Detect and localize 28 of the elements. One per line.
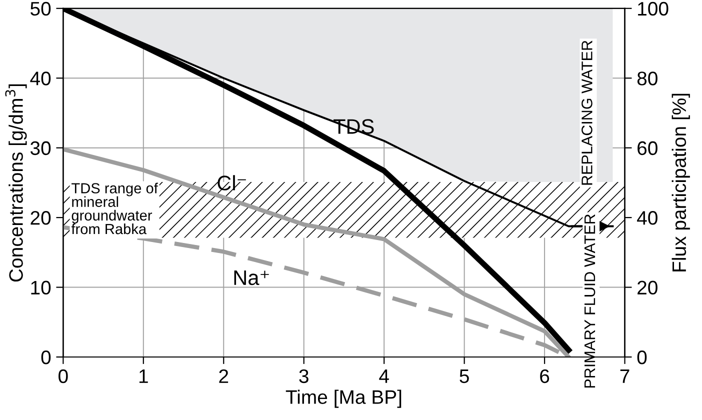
y2-tick-label: 40 — [637, 211, 658, 225]
annotation: PRIMARY FLUID WATER — [584, 214, 596, 388]
y-tick-label: 30 — [30, 141, 51, 156]
x-tick-label: 4 — [379, 370, 389, 383]
x-tick-label: 2 — [219, 369, 228, 383]
y2-tick-label: 60 — [638, 141, 658, 156]
y-tick-label: 0 — [41, 350, 51, 364]
y2-tick-label: 20 — [638, 280, 658, 295]
band-label: TDS range of mineral groundwater from Rabka — [71, 182, 158, 234]
y-tick-label: 10 — [31, 280, 51, 295]
y2-tick-label: 80 — [637, 72, 658, 86]
x-tick-label: 1 — [139, 370, 148, 383]
y-tick-label: 50 — [30, 2, 51, 16]
x-tick-label: 0 — [58, 369, 68, 384]
series-label: Cl⁻ — [218, 175, 246, 190]
annotation: REPLACING WATER — [582, 40, 592, 185]
y-axis-title: Concentrations [g/dm$^{3}$] — [5, 84, 27, 282]
y2-tick-label: 100 — [638, 2, 668, 16]
y2-tick-label: 0 — [637, 350, 647, 364]
x-tick-label: 7 — [620, 370, 630, 383]
series-label: Na⁺ — [234, 270, 269, 286]
y-tick-label: 20 — [30, 211, 51, 225]
x-tick-label: 3 — [299, 369, 308, 384]
x-axis-title: Time [Ma BP] — [286, 390, 402, 408]
y2-axis-title: Flux participation [%] — [672, 94, 690, 272]
x-tick-label: 6 — [540, 369, 550, 384]
y-tick-label: 40 — [30, 72, 51, 86]
x-tick-label: 5 — [460, 370, 469, 384]
